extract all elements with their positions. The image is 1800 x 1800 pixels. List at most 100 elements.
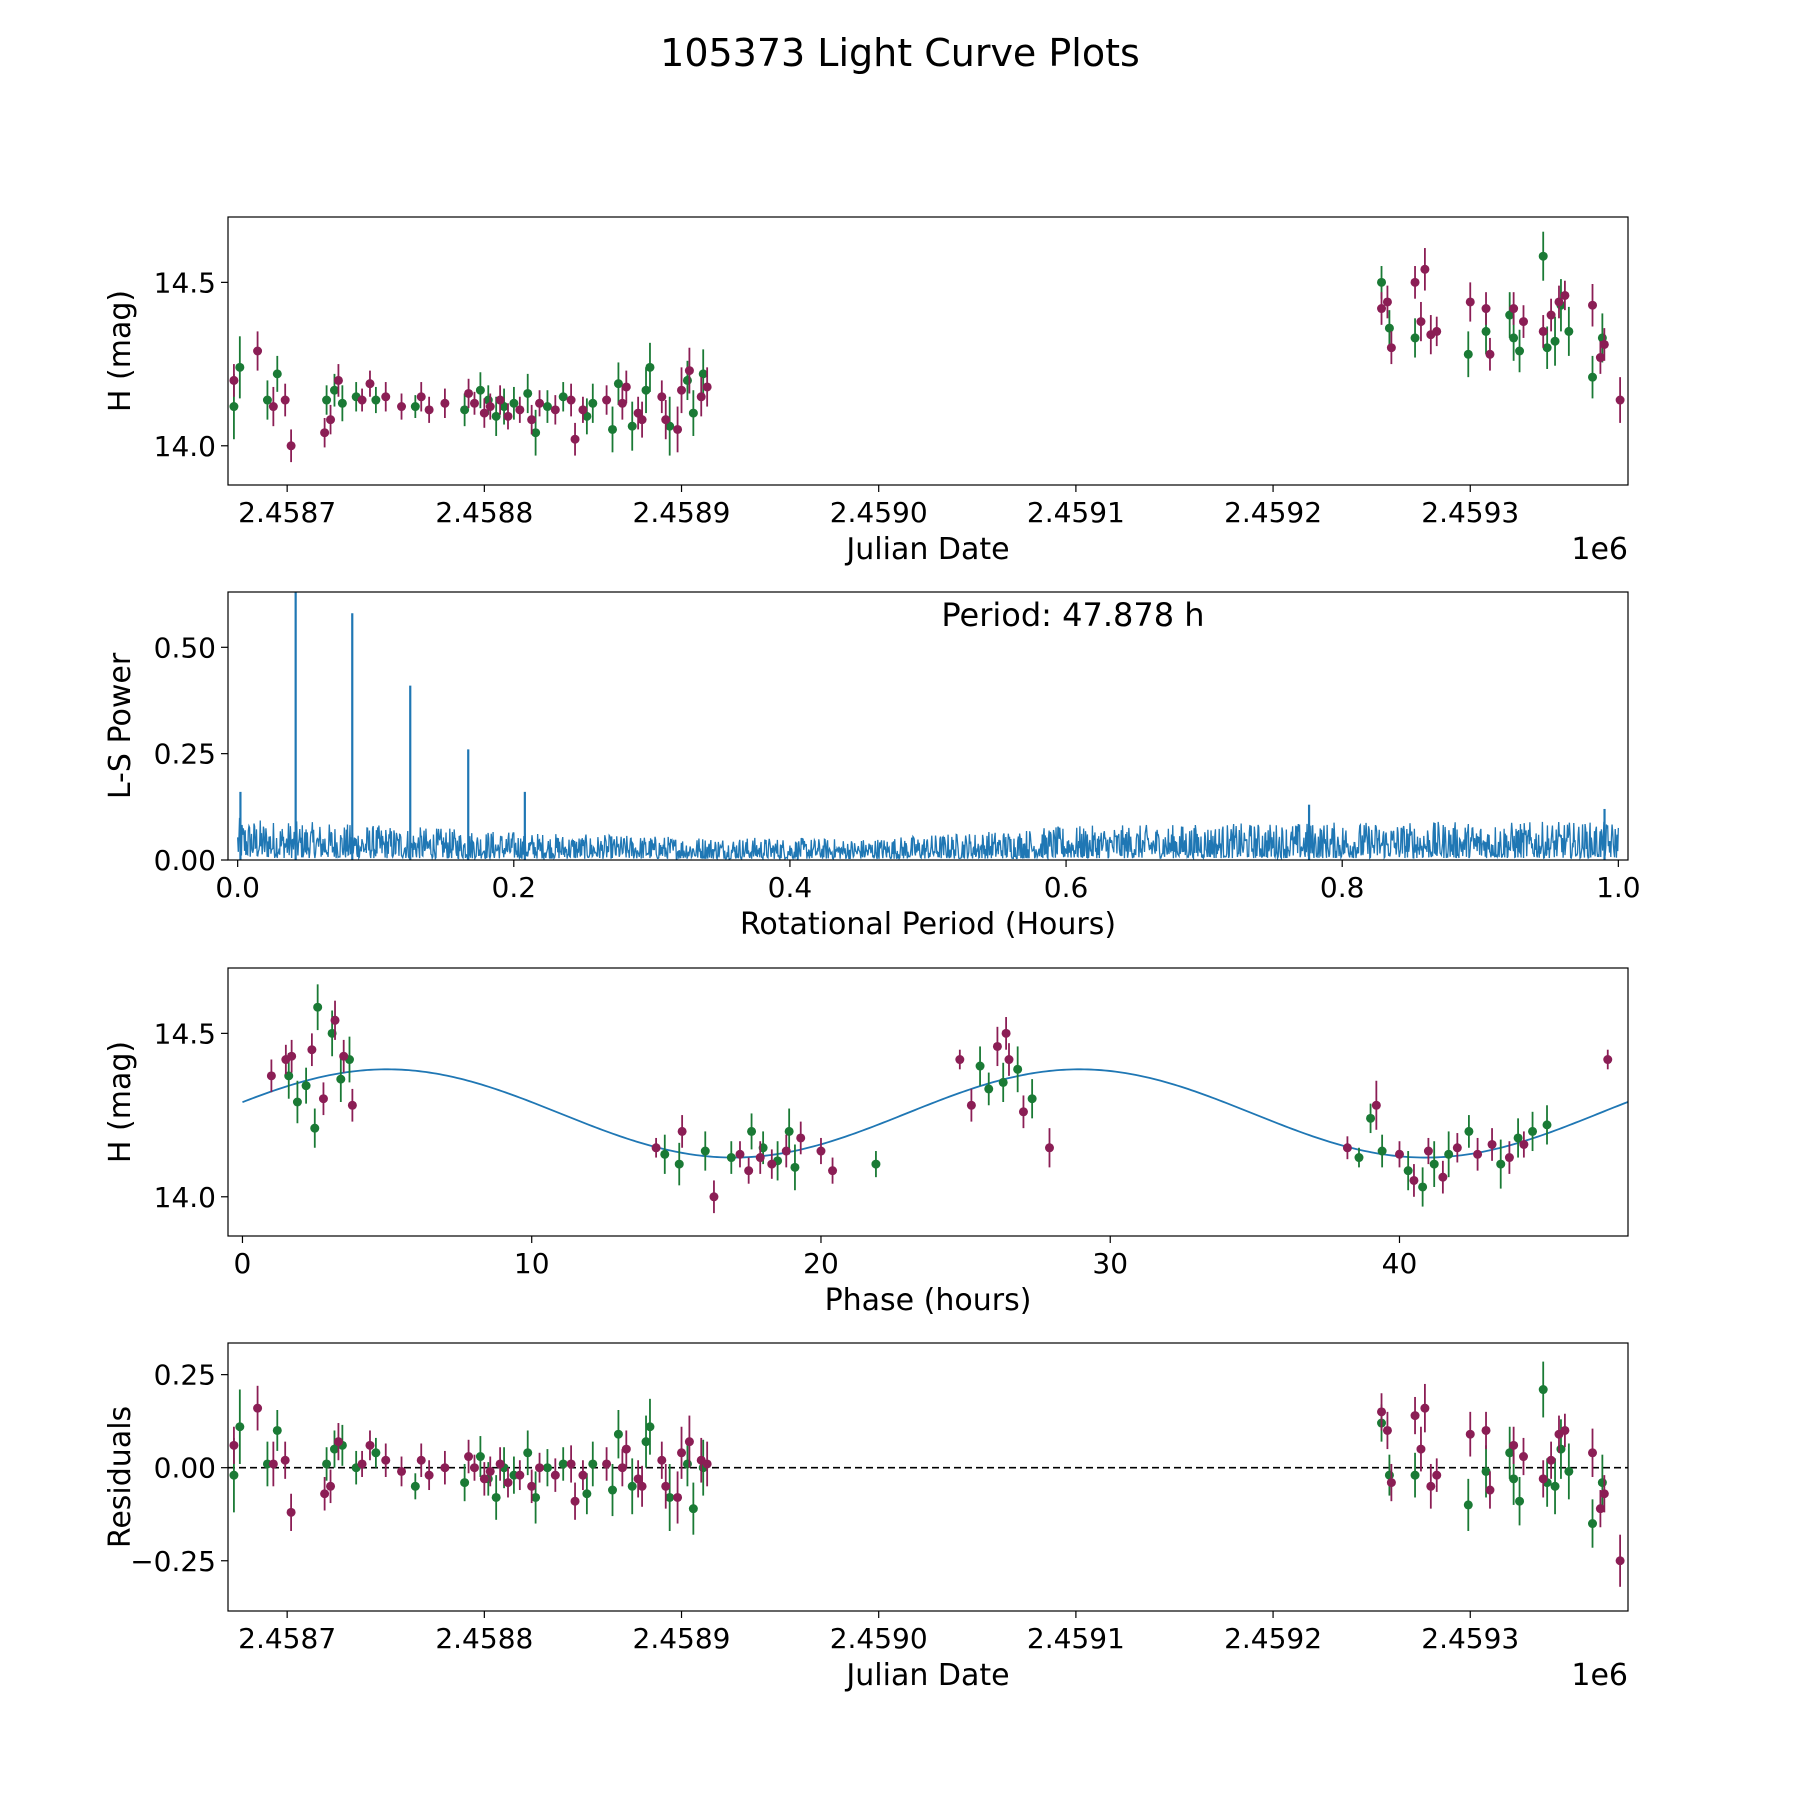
data-point-magenta <box>1588 300 1598 310</box>
data-point-magenta <box>381 1455 391 1465</box>
data-point-magenta <box>1603 1055 1613 1065</box>
data-point-magenta <box>464 388 474 398</box>
data-point-magenta <box>684 366 694 376</box>
data-point-green <box>329 1444 339 1454</box>
data-point-magenta <box>318 1094 328 1104</box>
data-point-green <box>1463 1500 1473 1510</box>
data-point-magenta <box>633 408 643 418</box>
data-point-magenta <box>515 1470 525 1480</box>
data-point-magenta <box>1554 297 1564 307</box>
data-point-green <box>665 1492 675 1502</box>
data-point-green <box>1464 1126 1474 1136</box>
data-point-magenta <box>1018 1107 1028 1117</box>
data-point-magenta <box>333 375 343 385</box>
data-point-green <box>582 411 592 421</box>
data-point-green <box>1588 372 1598 382</box>
data-point-green <box>998 1077 1008 1087</box>
phased-plot-area <box>242 984 1628 1214</box>
data-point-magenta <box>1386 343 1396 353</box>
data-point-green <box>698 369 708 379</box>
data-point-green <box>1505 1448 1515 1458</box>
data-point-magenta <box>1438 1172 1448 1182</box>
x-tick-label: 2.4589 <box>633 1622 731 1655</box>
data-point-magenta <box>253 346 263 356</box>
data-point-magenta <box>661 1481 671 1491</box>
x-tick-label: 2.4591 <box>1027 496 1125 529</box>
data-point-green <box>1515 346 1525 356</box>
data-point-magenta <box>1382 297 1392 307</box>
x-tick-label: 2.4591 <box>1027 1622 1125 1655</box>
data-point-magenta <box>1465 297 1475 307</box>
data-point-green <box>1509 1474 1519 1484</box>
phased-frame <box>227 967 1629 1237</box>
data-point-magenta <box>1487 1139 1497 1149</box>
data-point-green <box>523 388 533 398</box>
y-tick-label: 0.50 <box>154 631 216 664</box>
data-point-magenta <box>495 1459 505 1469</box>
data-point-green <box>688 1504 698 1514</box>
data-point-magenta <box>479 1474 489 1484</box>
data-point-magenta <box>365 379 375 389</box>
data-point-green <box>542 1463 552 1473</box>
data-point-magenta <box>266 1071 276 1081</box>
data-point-green <box>292 1097 302 1107</box>
y-tick-label: 14.5 <box>154 266 216 299</box>
data-point-magenta <box>330 1015 340 1025</box>
data-point-magenta <box>268 402 278 412</box>
data-point-green <box>272 369 282 379</box>
data-point-magenta <box>365 1440 375 1450</box>
data-point-green <box>871 1159 881 1169</box>
data-point-green <box>235 1422 245 1432</box>
data-point-magenta <box>1599 339 1609 349</box>
data-point-magenta <box>1509 1440 1519 1450</box>
data-point-magenta <box>229 375 239 385</box>
data-point-magenta <box>1432 326 1442 336</box>
data-point-green <box>310 1123 320 1133</box>
data-point-green <box>499 402 509 412</box>
data-point-magenta <box>1615 1556 1625 1566</box>
data-point-magenta <box>602 395 612 405</box>
data-point-green <box>688 408 698 418</box>
x-tick-label: 20 <box>803 1247 839 1280</box>
data-point-magenta <box>796 1133 806 1143</box>
data-point-green <box>1410 333 1420 343</box>
data-point-magenta <box>1409 1175 1419 1185</box>
data-point-green <box>588 1459 598 1469</box>
data-point-green <box>1542 343 1552 353</box>
x-tick-label: 0.6 <box>1044 871 1089 904</box>
data-point-magenta <box>1504 1153 1514 1163</box>
y-axis-label: L-S Power <box>103 652 138 799</box>
data-point-magenta <box>677 385 687 395</box>
data-point-magenta <box>503 411 513 421</box>
data-point-magenta <box>617 1463 627 1473</box>
data-point-magenta <box>1481 304 1491 314</box>
data-point-magenta <box>1410 1411 1420 1421</box>
data-point-magenta <box>485 402 495 412</box>
data-point-green <box>229 1470 239 1480</box>
data-point-green <box>1496 1159 1506 1169</box>
data-point-green <box>272 1425 282 1435</box>
x-axis-label: Rotational Period (Hours) <box>740 907 1116 942</box>
data-point-green <box>1538 251 1548 261</box>
data-point-green <box>1027 1094 1037 1104</box>
data-point-magenta <box>1420 264 1430 274</box>
data-point-green <box>1515 1496 1525 1506</box>
data-point-green <box>229 402 239 412</box>
data-point-magenta <box>1416 1444 1426 1454</box>
data-point-magenta <box>1518 317 1528 327</box>
data-point-green <box>1377 1146 1387 1156</box>
data-point-green <box>1481 1466 1491 1476</box>
data-point-magenta <box>677 1126 687 1136</box>
data-point-green <box>1481 326 1491 336</box>
x-offset-label: 1e6 <box>1571 1658 1628 1693</box>
data-point-magenta <box>495 395 505 405</box>
y-axis-label: H (mag) <box>103 1041 138 1163</box>
data-point-green <box>1429 1159 1439 1169</box>
data-point-magenta <box>357 1459 367 1469</box>
residuals-plot-area <box>228 1361 1628 1587</box>
data-point-magenta <box>566 395 576 405</box>
data-point-green <box>262 395 272 405</box>
x-tick-label: 1.0 <box>1596 871 1641 904</box>
data-point-green <box>371 1448 381 1458</box>
data-point-magenta <box>535 1463 545 1473</box>
